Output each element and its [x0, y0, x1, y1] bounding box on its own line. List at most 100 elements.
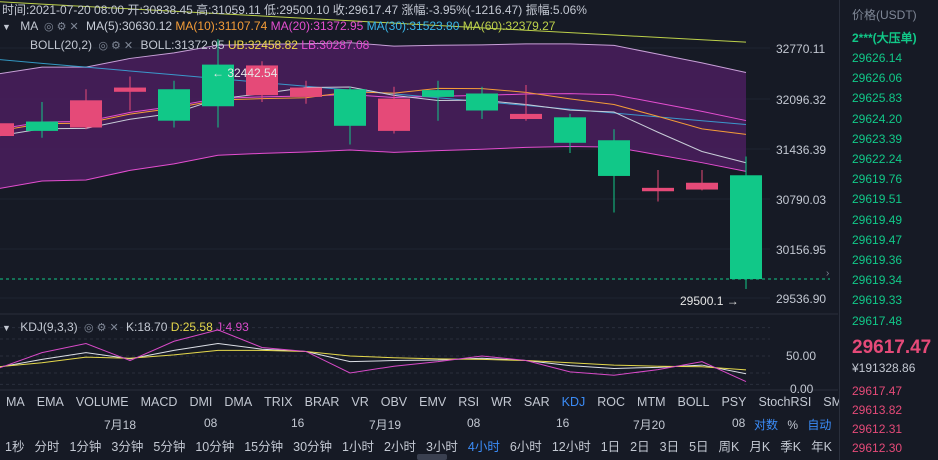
eye-icon[interactable]: ◎ — [83, 322, 94, 334]
timeframe-option[interactable]: 3日 — [659, 439, 680, 454]
close-icon[interactable]: ✕ — [109, 322, 119, 334]
timeframe-option[interactable]: 1小时 — [342, 439, 374, 454]
timeframe-option[interactable]: 周K — [718, 439, 740, 454]
ask-price[interactable]: 29623.39 — [852, 131, 903, 146]
indicator-boll[interactable]: BOLL — [677, 395, 710, 409]
order-book-panel: 价格(USDT) 2***(大压单) 29626.14 29626.06 29625… — [839, 0, 938, 460]
indicator-dmi[interactable]: DMI — [189, 395, 213, 409]
candlestick-chart[interactable] — [0, 0, 838, 460]
timeframe-option[interactable]: 年K — [811, 439, 832, 454]
collapse-icon[interactable]: ▼ — [2, 22, 11, 32]
ma5-value: MA(5):30630.12 — [86, 19, 173, 33]
candle-body — [246, 65, 278, 96]
timeframe-option[interactable]: 10分钟 — [195, 439, 235, 454]
indicator-stochrsi[interactable]: StochRSI — [758, 395, 812, 409]
bid-price[interactable]: 29617.47 — [852, 384, 903, 398]
close-icon[interactable]: ✕ — [69, 21, 79, 33]
ask-price[interactable]: 29619.36 — [852, 253, 903, 267]
indicator-sar[interactable]: SAR — [523, 395, 550, 409]
eye-icon[interactable]: ◎ — [43, 21, 54, 33]
boll-ub-value: UB:32458.82 — [227, 38, 298, 52]
indicator-dma[interactable]: DMA — [224, 395, 253, 409]
settings-icon[interactable]: ⚙ — [56, 21, 67, 33]
ask-price[interactable]: 29619.34 — [852, 273, 903, 288]
indicator-mtm[interactable]: MTM — [637, 395, 666, 409]
kdj-axis-label: 0.00 — [790, 382, 814, 396]
candle-body — [642, 187, 674, 192]
timeframe-option[interactable]: 2小时 — [384, 439, 416, 454]
ask-price[interactable]: 29619.76 — [852, 172, 903, 187]
ask-price[interactable]: 29619.51 — [852, 192, 903, 207]
timeframe-option[interactable]: 15分钟 — [244, 439, 284, 454]
indicator-wr[interactable]: WR — [491, 395, 512, 409]
bid-price[interactable]: 29613.82 — [852, 403, 903, 417]
timeframe-option[interactable]: 月K — [749, 439, 771, 454]
price-axis-label: 32770.11 — [776, 42, 826, 56]
indicator-ema[interactable]: EMA — [36, 395, 64, 409]
scale-options: 对数 % 自动 — [754, 416, 831, 433]
close-icon[interactable]: ✕ — [123, 40, 134, 52]
collapse-icon[interactable]: ▼ — [2, 323, 11, 333]
indicator-vr[interactable]: VR — [351, 395, 369, 409]
timeframe-option[interactable]: 季K — [780, 439, 802, 454]
indicator-emv[interactable]: EMV — [419, 395, 447, 409]
timeframe-option[interactable]: 1日 — [600, 439, 621, 454]
candle-open: 开:30838.45 — [127, 3, 193, 17]
ask-price[interactable]: 29624.20 — [852, 111, 903, 126]
bid-price[interactable]: 29612.31 — [852, 422, 903, 436]
timeframe-option[interactable]: 5日 — [689, 439, 709, 454]
percent-scale-toggle[interactable]: % — [787, 418, 799, 432]
ma60-value: MA(60):32379.27 — [462, 19, 556, 33]
indicator-psy[interactable]: PSY — [721, 395, 747, 409]
timeframe-option[interactable]: 1秒 — [5, 439, 25, 454]
bid-price[interactable]: 29612.30 — [852, 441, 903, 455]
candle-change: 涨幅:-3.95%(-1216.47) — [401, 3, 523, 17]
ma20-value: MA(20):31372.95 — [270, 19, 364, 33]
indicator-volume[interactable]: VOLUME — [75, 395, 129, 409]
candle-body — [510, 113, 542, 119]
ask-price[interactable]: 29622.24 — [852, 152, 903, 166]
indicator-ma[interactable]: MA — [6, 395, 25, 409]
price-axis-label: 31436.39 — [776, 143, 827, 157]
ask-price[interactable]: 29619.33 — [852, 293, 903, 308]
timeframe-option[interactable]: 6小时 — [509, 439, 542, 454]
ask-price[interactable]: 29626.06 — [852, 71, 903, 86]
ask-price[interactable]: 29626.14 — [852, 51, 903, 65]
indicator-bar: MA EMA VOLUME MACD DMI DMA TRIX BRAR VR OBV EMV RSI… — [0, 391, 846, 413]
ask-price[interactable]: 29619.49 — [852, 212, 903, 227]
timeframe-option[interactable]: 2日 — [630, 439, 650, 454]
timeframe-option[interactable]: 4小时 — [467, 439, 500, 454]
ask-price[interactable]: 29619.47 — [852, 232, 903, 247]
indicator-kdj[interactable]: KDJ — [561, 395, 586, 409]
indicator-roc[interactable]: ROC — [597, 395, 626, 409]
timeframe-option[interactable]: 5分钟 — [153, 439, 186, 454]
date-label: 7月20 — [633, 418, 666, 432]
boll-upper-line — [0, 42, 747, 75]
settings-icon[interactable]: ⚙ — [96, 322, 107, 334]
ask-price[interactable]: 29625.83 — [852, 91, 903, 106]
indicator-obv[interactable]: OBV — [380, 395, 408, 409]
indicator-trix[interactable]: TRIX — [264, 395, 293, 409]
indicator-brar[interactable]: BRAR — [304, 395, 340, 409]
order-book-user[interactable]: 2***(大压单) — [852, 31, 917, 45]
auto-scale-toggle[interactable]: 自动 — [807, 418, 832, 432]
timeframe-option[interactable]: 12小时 — [551, 439, 591, 454]
indicator-rsi[interactable]: RSI — [458, 395, 480, 409]
timeframe-option[interactable]: 30分钟 — [293, 439, 333, 454]
indicator-macd[interactable]: MACD — [140, 395, 178, 409]
last-price: 29617.47 — [852, 337, 932, 358]
timeframe-option[interactable]: 1分钟 — [69, 439, 102, 454]
log-scale-toggle[interactable]: 对数 — [754, 418, 779, 432]
eye-icon[interactable]: ◎ — [98, 40, 108, 52]
date-label: 08 — [204, 416, 218, 430]
ask-price[interactable]: 29617.48 — [852, 313, 903, 328]
settings-icon[interactable]: ⚙ — [111, 40, 121, 52]
scrollbar-handle[interactable] — [417, 454, 447, 460]
timeframe-option[interactable]: 3小时 — [425, 439, 458, 454]
high-marker: ← 32442.54 — [212, 66, 278, 80]
chart-area[interactable]: 时间:2021-07-20 08:00 开:30838.45 高:31059.1… — [0, 0, 846, 460]
date-label: 7月18 — [104, 418, 137, 432]
chevron-right-icon[interactable]: › — [826, 268, 830, 279]
timeframe-option[interactable]: 分时 — [34, 439, 60, 454]
timeframe-option[interactable]: 3分钟 — [111, 439, 144, 454]
